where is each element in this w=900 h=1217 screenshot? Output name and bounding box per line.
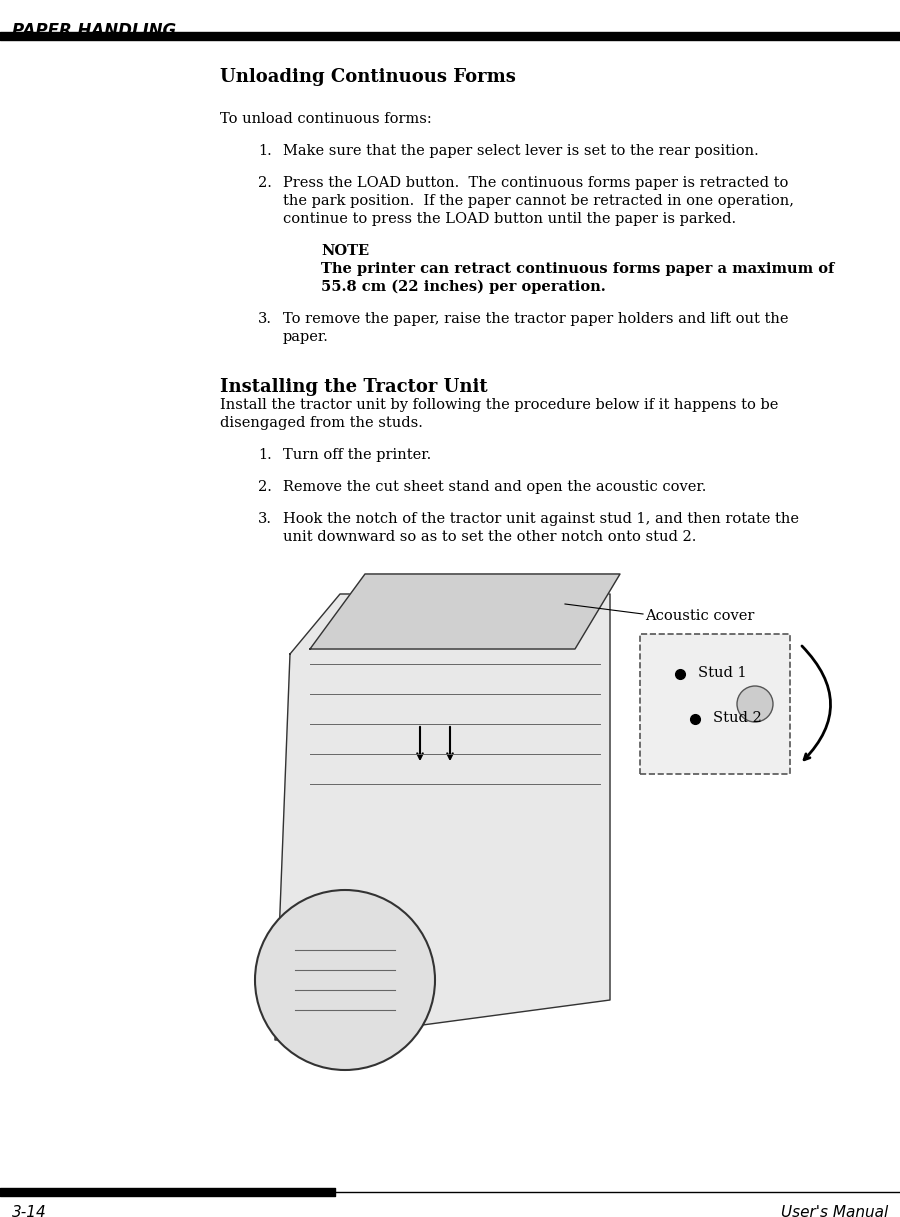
Text: disengaged from the studs.: disengaged from the studs. <box>220 416 423 430</box>
Text: To remove the paper, raise the tractor paper holders and lift out the: To remove the paper, raise the tractor p… <box>283 312 788 326</box>
Text: Hook the notch of the tractor unit against stud 1, and then rotate the: Hook the notch of the tractor unit again… <box>283 512 799 526</box>
Text: 2.: 2. <box>258 176 272 190</box>
Text: Remove the cut sheet stand and open the acoustic cover.: Remove the cut sheet stand and open the … <box>283 479 706 494</box>
Text: Stud 1: Stud 1 <box>698 666 747 680</box>
Text: 2.: 2. <box>258 479 272 494</box>
Bar <box>640 634 790 774</box>
Circle shape <box>255 890 435 1070</box>
Polygon shape <box>275 594 610 1041</box>
Text: Acoustic cover: Acoustic cover <box>645 608 754 623</box>
Text: the park position.  If the paper cannot be retracted in one operation,: the park position. If the paper cannot b… <box>283 194 794 208</box>
Text: The printer can retract continuous forms paper a maximum of: The printer can retract continuous forms… <box>321 262 834 276</box>
Circle shape <box>737 686 773 722</box>
Text: 1.: 1. <box>258 144 272 158</box>
Text: unit downward so as to set the other notch onto stud 2.: unit downward so as to set the other not… <box>283 529 697 544</box>
Text: Unloading Continuous Forms: Unloading Continuous Forms <box>220 68 516 86</box>
Text: Turn off the printer.: Turn off the printer. <box>283 448 431 462</box>
Polygon shape <box>310 574 620 649</box>
Text: Stud 2: Stud 2 <box>713 711 761 725</box>
Text: Stud 1: Stud 1 <box>360 965 409 978</box>
Text: PAPER HANDLING: PAPER HANDLING <box>12 22 176 40</box>
Text: Press the LOAD button.  The continuous forms paper is retracted to: Press the LOAD button. The continuous fo… <box>283 176 788 190</box>
Text: paper.: paper. <box>283 330 328 344</box>
Text: 1.: 1. <box>258 448 272 462</box>
Text: Stud 2: Stud 2 <box>355 989 404 1004</box>
Text: To unload continuous forms:: To unload continuous forms: <box>220 112 432 127</box>
Text: continue to press the LOAD button until the paper is parked.: continue to press the LOAD button until … <box>283 212 736 226</box>
Text: Install the tractor unit by following the procedure below if it happens to be: Install the tractor unit by following th… <box>220 398 778 413</box>
Text: Make sure that the paper select lever is set to the rear position.: Make sure that the paper select lever is… <box>283 144 759 158</box>
Text: User's Manual: User's Manual <box>781 1205 888 1217</box>
Text: 3-14: 3-14 <box>12 1205 47 1217</box>
Text: Installing the Tractor Unit: Installing the Tractor Unit <box>220 378 488 396</box>
Text: NOTE: NOTE <box>321 243 369 258</box>
Text: 3.: 3. <box>258 312 272 326</box>
Text: 55.8 cm (22 inches) per operation.: 55.8 cm (22 inches) per operation. <box>321 280 606 295</box>
Text: 3.: 3. <box>258 512 272 526</box>
